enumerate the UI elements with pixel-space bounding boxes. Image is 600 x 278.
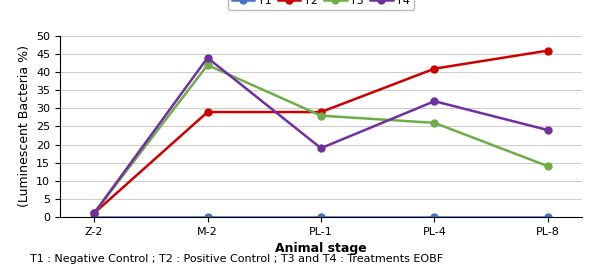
X-axis label: Animal stage: Animal stage bbox=[275, 242, 367, 255]
T2 bbox=[91, 212, 98, 215]
T1 bbox=[91, 215, 98, 219]
T3 bbox=[431, 121, 438, 125]
T2 bbox=[431, 67, 438, 70]
T1 bbox=[204, 215, 211, 219]
T4 bbox=[317, 147, 325, 150]
Line: T4: T4 bbox=[91, 54, 551, 217]
T1 bbox=[317, 215, 325, 219]
T3 bbox=[204, 63, 211, 67]
Text: T1 : Negative Control ; T2 : Positive Control ; T3 and T4 : Treatments EOBF: T1 : Negative Control ; T2 : Positive Co… bbox=[30, 254, 443, 264]
Line: T3: T3 bbox=[91, 62, 551, 217]
Legend: T1, T2, T3, T4: T1, T2, T3, T4 bbox=[228, 0, 414, 10]
T4 bbox=[91, 212, 98, 215]
T3 bbox=[544, 165, 551, 168]
T3 bbox=[317, 114, 325, 117]
T4 bbox=[431, 100, 438, 103]
T2 bbox=[204, 110, 211, 114]
T2 bbox=[317, 110, 325, 114]
T4 bbox=[204, 56, 211, 59]
Line: T2: T2 bbox=[91, 47, 551, 217]
T1 bbox=[431, 215, 438, 219]
T3 bbox=[91, 212, 98, 215]
T2 bbox=[544, 49, 551, 52]
T1 bbox=[544, 215, 551, 219]
Y-axis label: (Luminescent Bacteria %): (Luminescent Bacteria %) bbox=[17, 46, 31, 207]
Line: T1: T1 bbox=[91, 214, 551, 220]
T4 bbox=[544, 128, 551, 132]
